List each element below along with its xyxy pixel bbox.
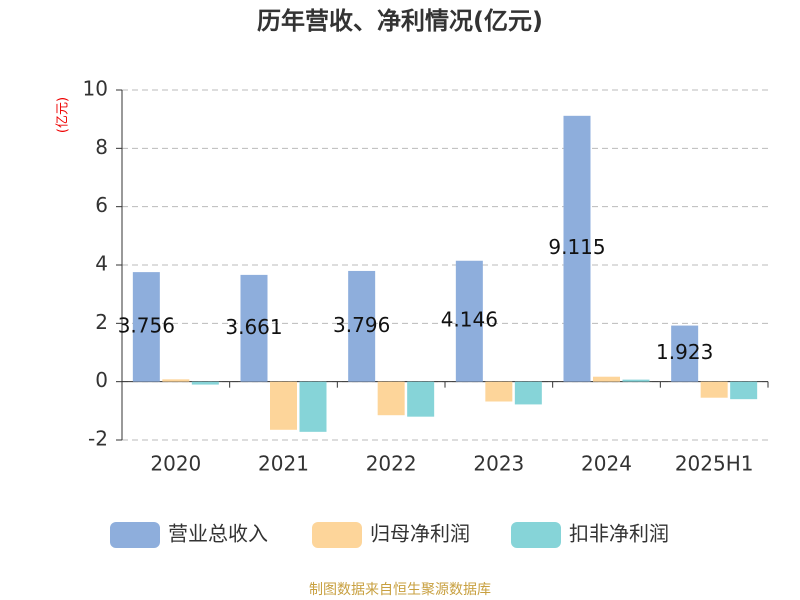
- bar: [299, 381, 327, 432]
- x-tick-label: 2023: [473, 452, 524, 476]
- legend-label: 营业总收入: [168, 522, 268, 546]
- x-tick-label: 2024: [581, 452, 632, 476]
- y-tick-label: 4: [95, 252, 108, 276]
- bar: [622, 379, 650, 382]
- legend-label: 扣非净利润: [569, 522, 669, 546]
- legend-swatch: [511, 522, 561, 548]
- bar: [563, 115, 591, 382]
- data-label: 9.115: [548, 235, 605, 259]
- bar: [348, 270, 376, 382]
- bar: [407, 381, 435, 417]
- legend-swatch: [312, 522, 362, 548]
- data-label: 3.661: [225, 315, 282, 339]
- data-label: 3.796: [333, 313, 390, 337]
- y-tick-label: 2: [95, 310, 108, 334]
- bar: [671, 325, 699, 382]
- chart-title: 历年营收、净利情况(亿元): [257, 7, 543, 35]
- bar: [514, 381, 542, 405]
- bar: [240, 274, 268, 382]
- source-note: 制图数据来自恒生聚源数据库: [309, 582, 491, 598]
- x-tick-label: 2020: [150, 452, 201, 476]
- data-label: 4.146: [441, 308, 498, 332]
- bar: [593, 376, 620, 382]
- y-tick-label: 6: [95, 193, 108, 217]
- x-tick-label: 2021: [258, 452, 309, 476]
- data-label: 3.756: [118, 313, 175, 337]
- bar: [270, 381, 297, 430]
- bar: [191, 381, 219, 385]
- bar: [162, 379, 190, 382]
- bar: [132, 272, 160, 382]
- y-tick-label: 0: [95, 368, 108, 392]
- bar: [700, 381, 728, 398]
- y-tick-label: -2: [88, 427, 108, 451]
- x-tick-label: 2022: [366, 452, 417, 476]
- bar: [730, 381, 758, 400]
- y-tick-label: 10: [83, 77, 108, 101]
- bar: [485, 381, 513, 402]
- bar: [455, 260, 483, 382]
- data-label: 1.923: [656, 340, 713, 364]
- y-tick-label: 8: [95, 135, 108, 159]
- y-unit-label: (亿元): [56, 97, 71, 133]
- bar: [377, 381, 405, 416]
- legend-label: 归母净利润: [370, 522, 470, 546]
- x-tick-label: 2025H1: [675, 452, 754, 476]
- legend-swatch: [110, 522, 160, 548]
